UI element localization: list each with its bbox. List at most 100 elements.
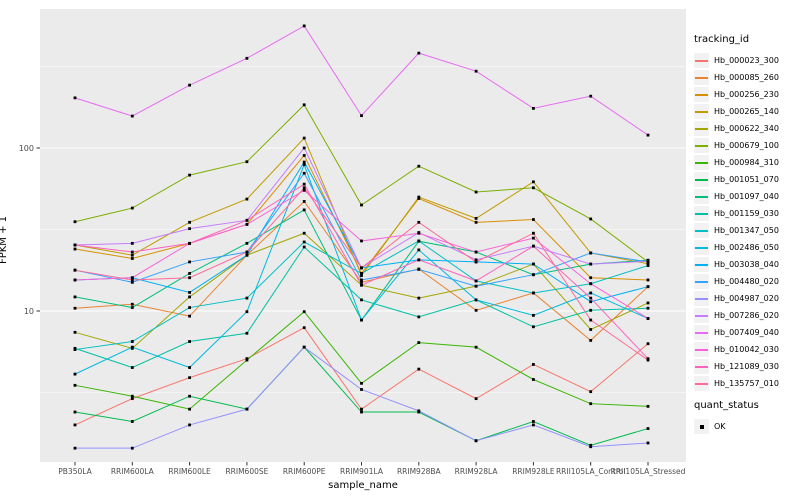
data-point-marker	[646, 264, 650, 267]
data-point-marker	[474, 258, 478, 262]
data-point-marker	[73, 247, 77, 251]
data-point-marker	[474, 279, 478, 283]
legend-key-line-icon	[695, 213, 708, 215]
data-point-marker	[360, 278, 363, 282]
data-point-marker	[646, 285, 650, 289]
data-point-marker	[302, 160, 306, 164]
data-point-marker	[646, 133, 650, 137]
data-point-marker	[360, 407, 363, 411]
data-point-marker	[417, 315, 421, 319]
data-point-marker	[245, 160, 249, 164]
data-point-marker	[130, 257, 134, 260]
data-point-marker	[360, 266, 363, 270]
legend-item-Hb_000984_310: Hb_000984_310	[694, 154, 779, 171]
data-point-marker	[245, 407, 249, 411]
y-axis: 10 100	[19, 144, 40, 316]
legend-key-line-icon	[695, 349, 708, 351]
data-point-marker	[532, 186, 535, 190]
data-point-marker	[130, 345, 134, 349]
data-point-marker	[360, 381, 363, 385]
data-point-marker	[532, 106, 535, 110]
data-point-marker	[474, 216, 478, 220]
legend-item-label: Hb_001051_070	[714, 175, 779, 184]
data-point-marker	[474, 250, 478, 254]
data-point-marker	[73, 348, 77, 351]
data-point-marker	[589, 308, 593, 312]
data-point-marker	[646, 306, 650, 310]
data-point-marker	[589, 296, 593, 300]
data-point-marker	[188, 220, 191, 224]
legend-key-swatch	[694, 121, 709, 136]
data-point-marker	[188, 276, 191, 280]
x-tick-label: RRIM928LE	[512, 467, 555, 476]
data-point-marker	[245, 310, 249, 314]
data-point-marker	[130, 276, 134, 280]
legend-key-line-icon	[695, 111, 708, 113]
x-tick-label: RRIM600SE	[225, 467, 268, 476]
data-point-marker	[360, 272, 363, 275]
legend-key-swatch	[694, 325, 709, 340]
legend-key-swatch	[694, 240, 709, 255]
data-point-marker	[73, 278, 77, 282]
data-point-marker	[360, 239, 363, 243]
data-point-marker	[130, 302, 134, 306]
data-point-marker	[302, 182, 306, 186]
legend-key-line-icon	[695, 366, 708, 368]
data-point-marker	[130, 394, 134, 398]
data-point-marker	[245, 253, 249, 257]
data-point-marker	[188, 366, 191, 369]
quant-status-title: quant_status	[694, 400, 759, 411]
data-point-marker	[532, 325, 535, 329]
legend-key-swatch	[694, 257, 709, 272]
data-point-marker	[589, 402, 593, 406]
data-point-marker	[474, 397, 478, 401]
legend-key-swatch	[694, 206, 709, 221]
data-point-marker	[73, 295, 77, 299]
data-point-marker	[417, 409, 421, 413]
legend-item-label: Hb_001159_030	[714, 209, 779, 218]
legend-item-label: Hb_000256_230	[714, 90, 779, 99]
legend-key-swatch	[694, 359, 709, 374]
legend-title: tracking_id	[694, 34, 750, 45]
legend-item-Hb_001097_040: Hb_001097_040	[694, 188, 779, 205]
data-point-marker	[188, 241, 191, 245]
legend-item-Hb_001159_030: Hb_001159_030	[694, 205, 779, 222]
data-point-marker	[474, 298, 478, 302]
data-point-marker	[302, 231, 306, 235]
data-point-marker	[589, 282, 593, 286]
data-point-marker	[360, 280, 363, 284]
data-point-marker	[130, 241, 134, 245]
legend-key-line-icon	[695, 128, 708, 130]
data-point-marker	[73, 220, 77, 224]
data-point-marker	[302, 136, 306, 140]
legend-item-label: Hb_007409_040	[714, 328, 779, 337]
data-point-marker	[302, 171, 306, 175]
data-point-marker	[302, 24, 306, 28]
data-point-marker	[646, 317, 650, 320]
legend-key-swatch	[694, 172, 709, 187]
data-point-marker	[474, 190, 478, 194]
data-point-marker	[532, 291, 535, 295]
data-point-marker	[302, 310, 306, 314]
legend-key-line-icon	[695, 315, 708, 317]
data-point-marker	[589, 300, 593, 304]
data-point-marker	[646, 441, 650, 445]
data-point-marker	[130, 306, 134, 309]
data-point-marker	[73, 330, 77, 334]
legend-item-Hb_000265_140: Hb_000265_140	[694, 103, 779, 120]
data-point-marker	[474, 308, 478, 312]
data-point-marker	[188, 173, 191, 177]
ok-key-swatch	[694, 419, 709, 434]
legend-item-label: Hb_010042_030	[714, 345, 779, 354]
data-point-marker	[302, 163, 306, 167]
legend-key-line-icon	[695, 162, 708, 164]
x-tick-label: RRII105LA_Stressed	[611, 467, 686, 476]
data-point-marker	[245, 222, 249, 226]
data-point-marker	[589, 217, 593, 221]
data-point-marker	[532, 313, 535, 317]
data-point-marker	[646, 357, 650, 361]
legend-item-label: Hb_135757_010	[714, 379, 779, 388]
legend-item-Hb_001051_070: Hb_001051_070	[694, 171, 779, 188]
data-point-marker	[646, 342, 650, 346]
data-point-marker	[474, 260, 478, 264]
